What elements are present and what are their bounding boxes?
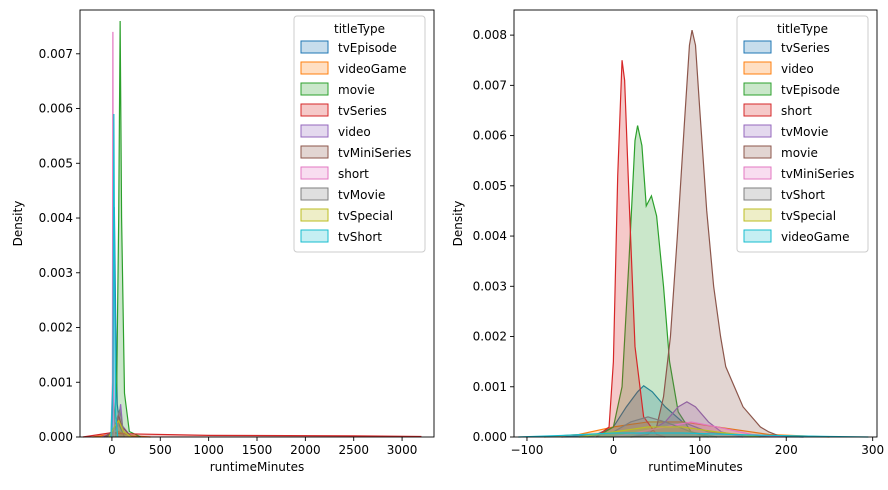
legend-swatch-tvMiniSeries <box>300 145 329 159</box>
x-tick-label: 1000 <box>193 443 224 457</box>
left-chart: 0 500 1000 1500 2000 2500 3000 0.000 0.001 0.002 0… <box>11 9 435 474</box>
legend-swatch-tvSpecial <box>743 208 772 222</box>
legend-swatch-movie <box>743 145 772 159</box>
legend-swatch-short <box>300 166 329 180</box>
y-tick-label: 0.008 <box>473 28 507 42</box>
legend: titleType tvEpisode videoGame movie tvSeries… <box>293 15 426 253</box>
legend-swatch-movie <box>300 82 329 96</box>
y-tick-label: 0.003 <box>473 279 507 293</box>
y-tick-label: 0.004 <box>39 211 73 225</box>
legend-entry-tvMovie: tvMovie <box>781 125 828 139</box>
x-axis-label: runtimeMinutes <box>210 460 305 474</box>
legend-entry-short: short <box>338 167 369 181</box>
legend-swatch-tvMovie <box>300 187 329 201</box>
series-area-tvSpecial <box>109 420 132 437</box>
legend-entry-videoGame: videoGame <box>338 62 407 76</box>
legend-entry-tvMiniSeries: tvMiniSeries <box>781 167 854 181</box>
legend-entry-tvSeries: tvSeries <box>781 41 830 55</box>
series-line-tvSpecial <box>108 419 132 438</box>
x-tick-label: 0 <box>108 443 116 457</box>
legend-entry-tvEpisode: tvEpisode <box>781 83 840 97</box>
y-tick-label: 0.004 <box>473 229 507 243</box>
legend-swatch-videoGame <box>300 61 329 75</box>
y-tick-label: 0.007 <box>39 47 73 61</box>
x-tick-label: 2000 <box>290 443 321 457</box>
x-tick-label: 200 <box>775 443 798 457</box>
y-tick-label: 0.002 <box>473 330 507 344</box>
series-area-movie <box>630 30 782 438</box>
legend-entry-tvSpecial: tvSpecial <box>781 209 836 223</box>
series-line-tvSeries <box>82 432 422 438</box>
series-area-tvSeries <box>561 385 804 437</box>
series-line-tvShort <box>110 114 119 438</box>
legend-entry-tvEpisode: tvEpisode <box>338 41 397 55</box>
y-tick-label: 0.005 <box>473 179 507 193</box>
legend-title: titleType <box>777 22 828 36</box>
legend: titleType tvSeries video tvEpisode short tvMo… <box>736 15 869 253</box>
plot-area <box>82 20 422 438</box>
legend-swatch-tvEpisode <box>300 40 329 54</box>
legend-entry-tvMiniSeries: tvMiniSeries <box>338 146 411 160</box>
y-tick-label: 0.001 <box>473 380 507 394</box>
plot-area <box>518 29 869 438</box>
legend-swatch-tvShort <box>743 187 772 201</box>
legend-entry-tvMovie: tvMovie <box>338 188 385 202</box>
legend-swatch-tvSpecial <box>300 208 329 222</box>
series-area-tvEpisode <box>104 207 125 437</box>
legend-entry-short: short <box>781 104 812 118</box>
legend-entry-video: video <box>338 125 371 139</box>
y-tick-label: 0.007 <box>473 78 507 92</box>
legend-entry-videoGame: videoGame <box>781 230 850 244</box>
x-tick-label: −100 <box>510 443 543 457</box>
legend-swatch-tvMiniSeries <box>743 166 772 180</box>
y-tick-label: 0.006 <box>473 129 507 143</box>
legend-title: titleType <box>334 22 385 36</box>
series-line-tvEpisode <box>595 125 709 438</box>
series-line-movie <box>105 20 142 438</box>
y-axis-label: Density <box>451 201 465 247</box>
y-tick-label: 0.001 <box>39 375 73 389</box>
legend-entry-tvSpecial: tvSpecial <box>338 209 393 223</box>
legend-entry-movie: movie <box>781 146 818 160</box>
x-axis-label: runtimeMinutes <box>648 460 743 474</box>
y-tick-label: 0.006 <box>39 102 73 116</box>
x-tick-label: 2500 <box>338 443 369 457</box>
x-tick-label: 0 <box>610 443 618 457</box>
y-tick-label: 0.000 <box>473 430 507 444</box>
series-line-videoGame <box>518 432 869 438</box>
x-tick-label: 1500 <box>242 443 273 457</box>
series-line-short <box>595 60 666 438</box>
legend-entry-video: video <box>781 62 814 76</box>
legend-swatch-tvMovie <box>743 124 772 138</box>
axes-frame <box>513 9 878 438</box>
legend-entry-tvShort: tvShort <box>781 188 825 202</box>
legend-swatch-video <box>300 124 329 138</box>
x-tick-label: 300 <box>861 443 884 457</box>
legend-entry-movie: movie <box>338 83 375 97</box>
x-tick-label: 100 <box>688 443 711 457</box>
series-area-tvEpisode <box>596 125 709 437</box>
legend-box <box>736 15 869 253</box>
legend-swatch-tvSeries <box>743 40 772 54</box>
right-chart: −100 0 100 200 300 0.000 0.001 0.002 0.003 0.004 0… <box>451 9 884 474</box>
legend-swatch-tvShort <box>300 229 329 243</box>
x-tick-label: 500 <box>149 443 172 457</box>
legend-entry-tvSeries: tvSeries <box>338 104 387 118</box>
y-tick-label: 0.000 <box>39 430 73 444</box>
y-tick-label: 0.003 <box>39 266 73 280</box>
x-tick-label: 3000 <box>387 443 418 457</box>
legend-box <box>293 15 426 253</box>
series-line-movie <box>630 29 783 438</box>
legend-swatch-tvEpisode <box>743 82 772 96</box>
legend-entry-tvShort: tvShort <box>338 230 382 244</box>
legend-swatch-short <box>743 103 772 117</box>
y-axis-label: Density <box>11 201 25 247</box>
y-tick-label: 0.002 <box>39 321 73 335</box>
y-tick-label: 0.005 <box>39 156 73 170</box>
legend-swatch-video <box>743 61 772 75</box>
legend-swatch-videoGame <box>743 229 772 243</box>
legend-swatch-tvSeries <box>300 103 329 117</box>
